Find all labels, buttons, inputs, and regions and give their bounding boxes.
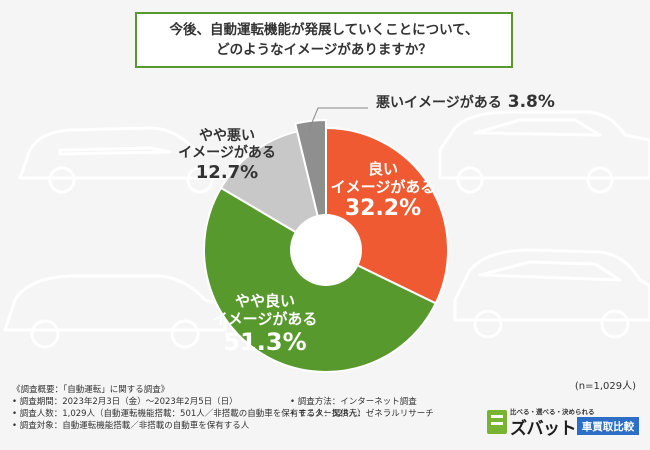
survey-period: • 調査期間：2023年2月3日（金）〜2023年2月5日（日） — [12, 397, 238, 407]
survey-count: • 調査人数：1,029人（自動運転機能搭載：501人／非搭載の自動車を保有する… — [12, 409, 366, 420]
slice-label-rather-good: やや良い イメージがある 51.3% — [200, 292, 330, 357]
pie-center-hole — [290, 214, 362, 286]
chart-title-line2: どのようなイメージがありますか？ — [216, 42, 432, 58]
slice-label-rather-good-line1: やや良い — [234, 292, 295, 310]
survey-overview: 《調査概要：「自動運転」に関する調査》 • 調査期間：2023年2月3日（金）〜… — [12, 384, 482, 431]
slice-label-rather-good-line2: イメージがある — [212, 310, 318, 328]
survey-monitor: • モニター提供元：ゼネラルリサーチ — [290, 409, 434, 420]
zubat-logo-icon — [487, 410, 507, 434]
slice-value-rather-bad: 12.7% — [195, 161, 259, 183]
logo-brand: ズバット — [510, 419, 577, 439]
survey-col-left: • 調査期間：2023年2月3日（金）〜2023年2月5日（日） • 調査人数：… — [12, 396, 366, 433]
survey-heading: 《調査概要：「自動運転」に関する調査》 — [12, 385, 170, 395]
pie-slice-rather-bad — [219, 130, 328, 253]
slice-label-rather-bad: やや悪い イメージがある 12.7% — [172, 128, 282, 183]
survey-target: • 調査対象：自動運転機能搭載／非搭載の自動車を保有する人 — [12, 421, 250, 432]
survey-method: • 調査方法：インターネット調査 — [290, 397, 417, 407]
chart-title-line1: 今後、自動運転機能が発展していくことについて、 — [169, 22, 479, 38]
slice-label-good-line1: 良い — [367, 160, 398, 178]
zubat-logo: 比べる・選べる・決められる ズバット 車買取比較 — [487, 404, 639, 439]
slice-label-bad: 悪いイメージがある 3.8% — [376, 92, 555, 112]
logo-badge: 車買取比較 — [577, 417, 639, 435]
survey-col-right: • 調査方法：インターネット調査 • モニター提供元：ゼネラルリサーチ — [290, 396, 434, 420]
chart-title-box: 今後、自動運転機能が発展していくことについて、 どのようなイメージがありますか？ — [135, 12, 513, 68]
slice-value-bad: 3.8% — [507, 92, 555, 112]
sample-size: (n=1,029人) — [574, 381, 636, 392]
slice-label-bad-text: 悪いイメージがある — [376, 95, 502, 111]
slice-label-rather-bad-line2: イメージがある — [178, 144, 276, 161]
slice-label-good: 良い イメージがある 32.2% — [318, 160, 448, 222]
slice-value-rather-good: 51.3% — [223, 328, 307, 356]
leader-line-bad — [308, 107, 368, 131]
slice-label-rather-bad-line1: やや悪い — [199, 128, 255, 144]
slice-value-good: 32.2% — [344, 196, 422, 221]
logo-tagline: 比べる・選べる・決められる — [510, 408, 595, 416]
slice-label-good-line2: イメージがある — [330, 178, 436, 196]
